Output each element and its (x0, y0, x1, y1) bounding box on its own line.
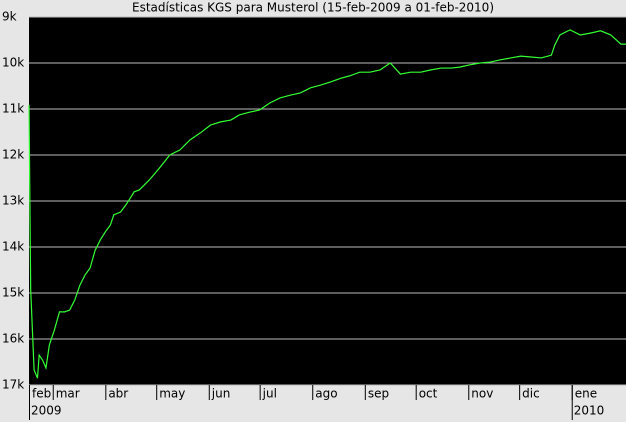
x-tick-label: ago (315, 387, 337, 401)
x-tick-label: may (159, 387, 185, 401)
y-tick-label: 17k (2, 378, 24, 392)
y-tick-label: 11k (2, 102, 24, 116)
y-tick-label: 16k (2, 332, 24, 346)
y-tick-label: 14k (2, 240, 24, 254)
x-tick-label: abr (108, 387, 128, 401)
y-tick-label: 13k (2, 194, 24, 208)
x-tick-label: feb (32, 387, 51, 401)
x-tick-label: mar (56, 387, 80, 401)
y-tick-label: 12k (2, 148, 24, 162)
x-tick-label: sep (368, 387, 389, 401)
x-tick-label: ene (575, 387, 597, 401)
x-tick-label: oct (419, 387, 438, 401)
chart-title: Estadísticas KGS para Musterol (15-feb-2… (132, 1, 494, 15)
year-label: 2009 (31, 404, 62, 418)
x-tick-label: dic (522, 387, 540, 401)
y-tick-label: 9k (2, 10, 17, 24)
x-tick-label: nov (471, 387, 493, 401)
rank-line (28, 29, 626, 379)
x-tick-label: jun (211, 387, 231, 401)
y-tick-label: 10k (2, 56, 24, 70)
y-tick-label: 15k (2, 286, 24, 300)
x-tick-label: jul (262, 387, 277, 401)
year-label: 2010 (574, 404, 605, 418)
